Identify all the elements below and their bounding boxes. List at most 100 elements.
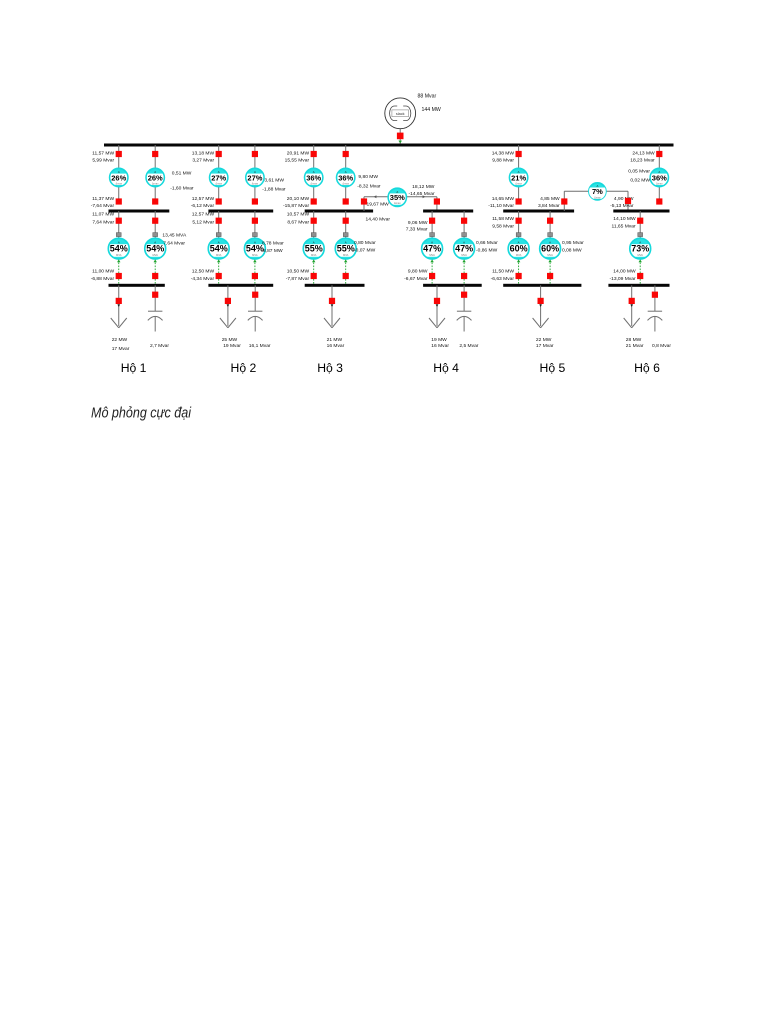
- svg-text:55%: 55%: [305, 244, 323, 254]
- svg-text:22 MW: 22 MW: [112, 337, 128, 343]
- svg-text:144 MW: 144 MW: [422, 107, 441, 113]
- svg-text:A: A: [549, 241, 551, 245]
- svg-text:A: A: [639, 241, 641, 245]
- svg-text:36%: 36%: [652, 173, 667, 182]
- svg-text:24,13 MW: 24,13 MW: [632, 151, 655, 157]
- svg-text:0,80 Mvar: 0,80 Mvar: [354, 240, 376, 246]
- svg-text:Hộ 6: Hộ 6: [634, 361, 660, 375]
- svg-text:Δmax: Δmax: [394, 201, 401, 205]
- svg-text:Hộ 2: Hộ 2: [231, 361, 257, 375]
- svg-text:4,85 MW: 4,85 MW: [540, 196, 560, 202]
- svg-text:-6,63 Mvar: -6,63 Mvar: [491, 276, 515, 282]
- svg-text:25 MW: 25 MW: [222, 337, 238, 343]
- svg-text:-0,07 MW: -0,07 MW: [354, 248, 376, 254]
- svg-text:A: A: [218, 241, 220, 245]
- svg-text:16 Mvar: 16 Mvar: [431, 343, 449, 349]
- svg-text:MVA: MVA: [216, 253, 222, 257]
- svg-text:A: A: [345, 170, 347, 174]
- svg-text:9,80 MW: 9,80 MW: [358, 174, 378, 180]
- svg-text:A: A: [518, 241, 520, 245]
- svg-text:0,08 MW: 0,08 MW: [562, 248, 582, 254]
- svg-text:-6,88 Mvar: -6,88 Mvar: [91, 276, 115, 282]
- svg-text:0,02 MW: 0,02 MW: [630, 178, 650, 184]
- svg-text:Δmax: Δmax: [252, 181, 259, 185]
- svg-text:MVA: MVA: [429, 253, 435, 257]
- svg-text:A: A: [345, 241, 347, 245]
- svg-text:26%: 26%: [111, 173, 126, 182]
- svg-text:Mô phỏng cực đại: Mô phỏng cực đại: [91, 405, 192, 422]
- svg-text:A: A: [254, 241, 256, 245]
- svg-text:11,00 MW: 11,00 MW: [92, 269, 114, 275]
- svg-text:73%: 73%: [631, 244, 649, 254]
- svg-text:Δmax: Δmax: [152, 181, 159, 185]
- svg-text:Δmax: Δmax: [115, 181, 122, 185]
- svg-text:A: A: [118, 170, 120, 174]
- svg-text:54%: 54%: [146, 244, 164, 254]
- svg-text:Δmax: Δmax: [656, 181, 663, 185]
- svg-text:MVA: MVA: [637, 253, 643, 257]
- svg-text:9,88 Mvar: 9,88 Mvar: [492, 158, 514, 164]
- svg-text:MVA: MVA: [516, 253, 522, 257]
- svg-text:A: A: [154, 170, 156, 174]
- svg-text:11,57 MW: 11,57 MW: [92, 151, 114, 157]
- svg-text:-6,67 Mvar: -6,67 Mvar: [404, 276, 428, 282]
- svg-text:21%: 21%: [511, 173, 526, 182]
- svg-text:21 Mvar: 21 Mvar: [626, 343, 644, 349]
- svg-text:MVA: MVA: [343, 253, 349, 257]
- svg-text:55%: 55%: [337, 244, 355, 254]
- svg-text:-6,12 Mvar: -6,12 Mvar: [191, 203, 215, 209]
- svg-text:0,95 Mvar: 0,95 Mvar: [562, 240, 584, 246]
- svg-text:10,57 MW: 10,57 MW: [287, 212, 310, 218]
- svg-text:Δmax: Δmax: [342, 181, 349, 185]
- svg-text:A: A: [313, 241, 315, 245]
- svg-text:14,10 MW: 14,10 MW: [613, 216, 636, 222]
- svg-text:8,78 Mvar: 8,78 Mvar: [262, 241, 284, 247]
- svg-text:14,00 MW: 14,00 MW: [613, 269, 636, 275]
- svg-text:0,66 Mvar: 0,66 Mvar: [476, 240, 498, 246]
- svg-text:MVA: MVA: [152, 253, 158, 257]
- svg-text:21 MW: 21 MW: [327, 337, 343, 343]
- svg-text:8,87 MW: 8,87 MW: [263, 248, 283, 254]
- svg-text:-4,34 Mvar: -4,34 Mvar: [191, 276, 215, 282]
- svg-text:19 Mvar: 19 Mvar: [223, 343, 241, 349]
- svg-text:18,12 MW: 18,12 MW: [412, 184, 435, 190]
- svg-text:9,58 Mvar: 9,58 Mvar: [492, 223, 514, 229]
- svg-text:0,51 MW: 0,51 MW: [172, 171, 192, 177]
- svg-text:Δmax: Δmax: [515, 181, 522, 185]
- svg-text:19,67 MW: 19,67 MW: [367, 202, 390, 208]
- svg-text:3,27 Mvar: 3,27 Mvar: [192, 158, 214, 164]
- svg-text:MVA: MVA: [547, 253, 553, 257]
- svg-text:A: A: [154, 241, 156, 245]
- svg-text:88 Mvar: 88 Mvar: [418, 93, 437, 99]
- svg-text:A: A: [518, 170, 520, 174]
- svg-text:A: A: [658, 170, 660, 174]
- svg-text:A: A: [596, 184, 598, 188]
- svg-text:9,80 MW: 9,80 MW: [408, 269, 428, 275]
- svg-text:18,23 Mvar: 18,23 Mvar: [630, 158, 655, 164]
- svg-text:0,8 Mvar: 0,8 Mvar: [652, 343, 671, 349]
- svg-text:-5,13 Mvar: -5,13 Mvar: [610, 203, 634, 209]
- svg-text:13,18 MW: 13,18 MW: [192, 151, 215, 157]
- svg-text:5,99 Mvar: 5,99 Mvar: [92, 158, 114, 164]
- svg-text:MVA: MVA: [252, 253, 258, 257]
- svg-text:3,84 Mvar: 3,84 Mvar: [538, 203, 560, 209]
- svg-text:27%: 27%: [247, 173, 262, 182]
- svg-text:MVA: MVA: [116, 253, 122, 257]
- svg-text:14,65 MW: 14,65 MW: [492, 196, 515, 202]
- svg-text:11,65 Mvar: 11,65 Mvar: [611, 223, 635, 229]
- svg-text:-13,09 Mvar: -13,09 Mvar: [610, 276, 636, 282]
- svg-text:A: A: [313, 170, 315, 174]
- svg-text:2,5 Mvar: 2,5 Mvar: [459, 343, 478, 349]
- svg-text:20,91 MW: 20,91 MW: [287, 151, 310, 157]
- svg-text:-14,65 Mvar: -14,65 Mvar: [409, 191, 435, 197]
- svg-text:35%: 35%: [390, 193, 405, 202]
- svg-text:16,1 Mvar: 16,1 Mvar: [249, 343, 271, 349]
- svg-text:Hộ 3: Hộ 3: [317, 361, 343, 375]
- svg-text:Δmax: Δmax: [215, 181, 222, 185]
- svg-text:12,57 MW: 12,57 MW: [192, 212, 215, 218]
- svg-text:-7,87 Mvar: -7,87 Mvar: [286, 276, 310, 282]
- svg-text:27%: 27%: [211, 173, 226, 182]
- svg-text:11,50 MW: 11,50 MW: [492, 269, 514, 275]
- svg-text:7,64 Mvar: 7,64 Mvar: [92, 220, 114, 226]
- svg-text:A: A: [431, 241, 433, 245]
